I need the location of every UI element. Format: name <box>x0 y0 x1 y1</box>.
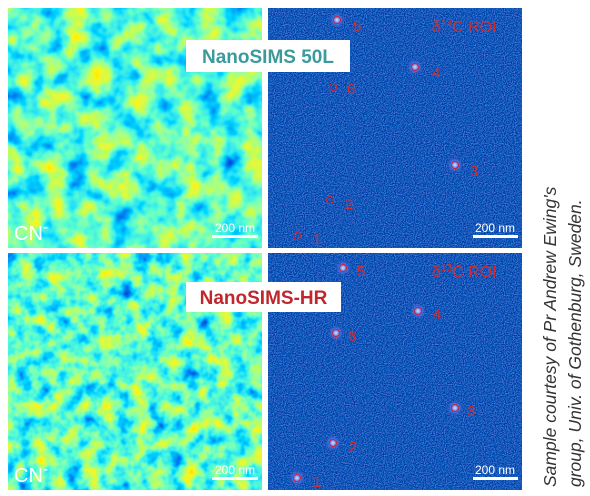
roi-name: C ROI <box>452 264 496 281</box>
roi-number: 1 <box>313 474 321 491</box>
scale-label: 200 nm <box>215 221 255 235</box>
roi-number: 3 <box>467 403 475 420</box>
instrument-label: NanoSIMS 50L <box>202 47 334 68</box>
roi-number: 5 <box>357 263 365 280</box>
ion-name: CN <box>14 465 43 487</box>
roi-symbol: δ <box>432 264 441 281</box>
roi-number: 6 <box>347 81 355 98</box>
scale-label: 200 nm <box>475 221 515 235</box>
roi-isotope: 13 <box>441 263 453 274</box>
instrument-label: NanoSIMS-HR <box>200 288 328 309</box>
roi-hotspot <box>409 302 427 320</box>
ion-name: CN <box>14 223 43 245</box>
roi-hotspot <box>334 259 352 277</box>
roi-number: 1 <box>313 231 321 248</box>
roi-number: 4 <box>432 65 440 82</box>
roi-number: 5 <box>353 18 361 35</box>
roi-symbol: δ <box>432 19 441 36</box>
ion-charge: - <box>43 219 48 236</box>
roi-hotspot <box>446 156 464 174</box>
scale-label: 200 nm <box>475 463 515 477</box>
caption-line: Sample courtesy of Pr Andrew Ewing's <box>540 186 560 487</box>
roi-number: 2 <box>345 196 353 213</box>
caption-line: group, Univ. of Gothenburg, Sweden. <box>565 199 585 487</box>
roi-hotspot <box>324 434 342 452</box>
roi-hotspot <box>327 324 345 342</box>
scale-bar <box>473 235 518 238</box>
roi-hotspot <box>328 11 346 29</box>
roi-number: 4 <box>433 306 441 323</box>
roi-hotspot <box>406 58 424 76</box>
roi-name: C ROI <box>452 19 496 36</box>
ion-charge: - <box>43 461 48 478</box>
scale-bar <box>473 477 518 480</box>
scale-bar <box>212 477 258 480</box>
scale-bar <box>212 235 258 238</box>
roi-number: 6 <box>348 328 356 345</box>
roi-number: 3 <box>470 163 478 180</box>
roi-number: 2 <box>349 439 357 456</box>
roi-hotspot <box>446 399 464 417</box>
scale-label: 200 nm <box>215 463 255 477</box>
figure: CN-200 nm123456δ13C ROI200 nmNanoSIMS 50… <box>0 0 590 491</box>
roi-isotope: 13 <box>441 18 453 29</box>
roi-hotspot <box>288 469 306 487</box>
